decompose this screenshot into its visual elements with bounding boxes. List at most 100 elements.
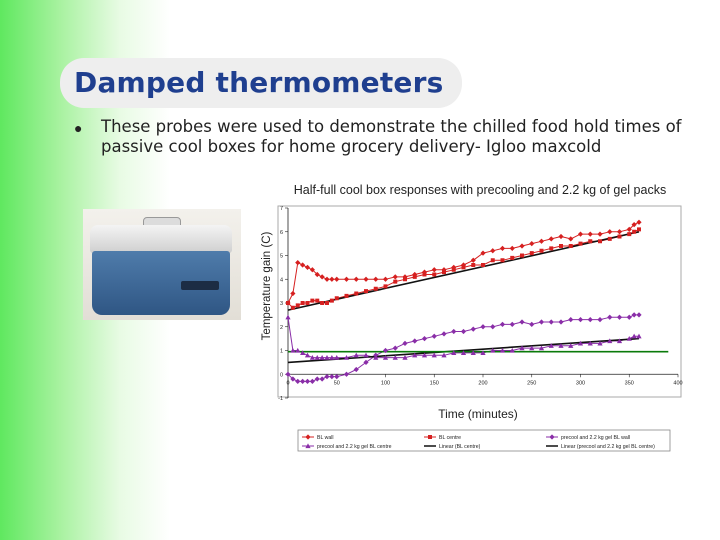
- data-point-diamond: [548, 319, 554, 325]
- data-point-diamond: [558, 319, 564, 325]
- data-point-diamond: [324, 374, 330, 380]
- data-point-triangle: [402, 355, 408, 360]
- data-point-diamond: [480, 324, 486, 330]
- data-point-square: [607, 236, 612, 241]
- data-point-square: [393, 279, 398, 284]
- chart-title: Half-full cool box responses with precoo…: [293, 183, 667, 197]
- data-point-square: [344, 293, 349, 298]
- series-lines: [287, 221, 669, 382]
- cooler-photo: [83, 209, 241, 320]
- data-point-diamond: [607, 314, 613, 320]
- x-tick-label: 250: [527, 380, 536, 386]
- data-point-square: [442, 270, 446, 275]
- data-point-diamond: [529, 321, 535, 327]
- data-point-diamond: [587, 317, 593, 323]
- data-point-triangle: [538, 345, 545, 351]
- data-point-diamond: [329, 374, 335, 380]
- data-point-triangle: [529, 345, 535, 351]
- plot-frame: [277, 205, 682, 398]
- data-point-diamond: [616, 229, 623, 235]
- data-point-square: [305, 301, 310, 305]
- data-point-diamond: [538, 238, 545, 244]
- data-point-square: [617, 234, 622, 239]
- x-tick-label: 150: [430, 380, 439, 386]
- data-point-diamond: [309, 267, 315, 273]
- x-tick-label: 50: [334, 380, 340, 386]
- data-point-diamond: [636, 219, 642, 225]
- data-point-diamond: [490, 324, 496, 330]
- y-tick-label: -1: [278, 396, 283, 402]
- data-point-diamond: [519, 319, 525, 325]
- y-tick-label: 2: [280, 325, 283, 331]
- slide-title: Damped thermometers: [74, 66, 444, 99]
- data-point-diamond: [392, 274, 398, 280]
- data-point-diamond: [309, 378, 315, 384]
- data-point-diamond: [631, 222, 637, 228]
- data-point-diamond: [626, 314, 632, 320]
- data-point-square: [451, 267, 456, 272]
- data-point-diamond: [285, 371, 291, 377]
- data-point-diamond: [314, 271, 320, 278]
- data-point-diamond: [314, 376, 320, 382]
- data-point-square: [578, 241, 583, 246]
- data-point-diamond: [470, 326, 476, 332]
- data-point-diamond: [499, 321, 506, 327]
- data-point-square: [329, 298, 334, 303]
- y-tick-label: 6: [280, 230, 283, 236]
- data-point-diamond: [568, 317, 574, 323]
- data-point-square: [383, 284, 388, 289]
- data-point-diamond: [363, 276, 369, 282]
- data-point-square: [632, 229, 637, 234]
- y-tick-label: 1: [280, 349, 283, 355]
- x-tick-label: 350: [625, 380, 634, 386]
- y-tick-label: 7: [280, 206, 283, 212]
- data-point-diamond: [549, 434, 555, 440]
- bullet-text: These probes were used to demonstrate th…: [101, 117, 682, 156]
- data-point-diamond: [587, 231, 593, 237]
- data-point-diamond: [558, 233, 564, 240]
- data-point-diamond: [382, 347, 389, 354]
- x-tick-label: 200: [478, 380, 487, 386]
- data-point-square: [481, 263, 485, 267]
- data-point-diamond: [373, 276, 379, 282]
- data-point-diamond: [431, 333, 437, 339]
- x-axis-label: Time (minutes): [438, 407, 518, 421]
- x-tick-label: 400: [673, 380, 682, 386]
- data-point-square: [568, 244, 573, 248]
- data-point-square: [588, 239, 593, 244]
- data-point-square: [471, 263, 476, 267]
- data-point-diamond: [343, 371, 350, 377]
- data-point-diamond: [441, 331, 447, 337]
- data-point-diamond: [509, 245, 515, 251]
- data-point-triangle: [382, 355, 389, 360]
- data-point-diamond: [509, 321, 515, 327]
- data-point-diamond: [290, 376, 296, 382]
- data-point-diamond: [329, 276, 335, 282]
- data-point-triangle: [373, 355, 379, 360]
- legend-label: precool and 2.2 kg gel BL wall: [561, 435, 630, 441]
- data-point-triangle: [334, 355, 340, 360]
- data-point-triangle: [631, 333, 637, 339]
- data-point-triangle: [309, 355, 315, 360]
- y-axis-label: Temperature gain (C): [261, 232, 273, 341]
- data-point-triangle: [353, 352, 359, 358]
- data-point-diamond: [626, 226, 632, 232]
- data-point-square: [403, 277, 407, 282]
- bullet-marker: ●: [74, 120, 83, 136]
- data-point-square: [286, 301, 290, 305]
- data-point-triangle: [290, 347, 296, 353]
- data-point-square: [549, 246, 554, 251]
- data-point-square: [373, 286, 378, 291]
- data-point-diamond: [300, 378, 306, 384]
- data-point-diamond: [304, 378, 311, 384]
- data-point-square: [428, 435, 432, 439]
- data-point-triangle: [431, 352, 437, 358]
- data-point-diamond: [480, 250, 486, 256]
- data-point-triangle: [421, 352, 428, 358]
- data-point-square: [490, 258, 495, 263]
- data-point-diamond: [295, 378, 301, 384]
- data-point-square: [412, 274, 417, 279]
- data-point-diamond: [300, 262, 306, 268]
- data-point-triangle: [304, 352, 311, 358]
